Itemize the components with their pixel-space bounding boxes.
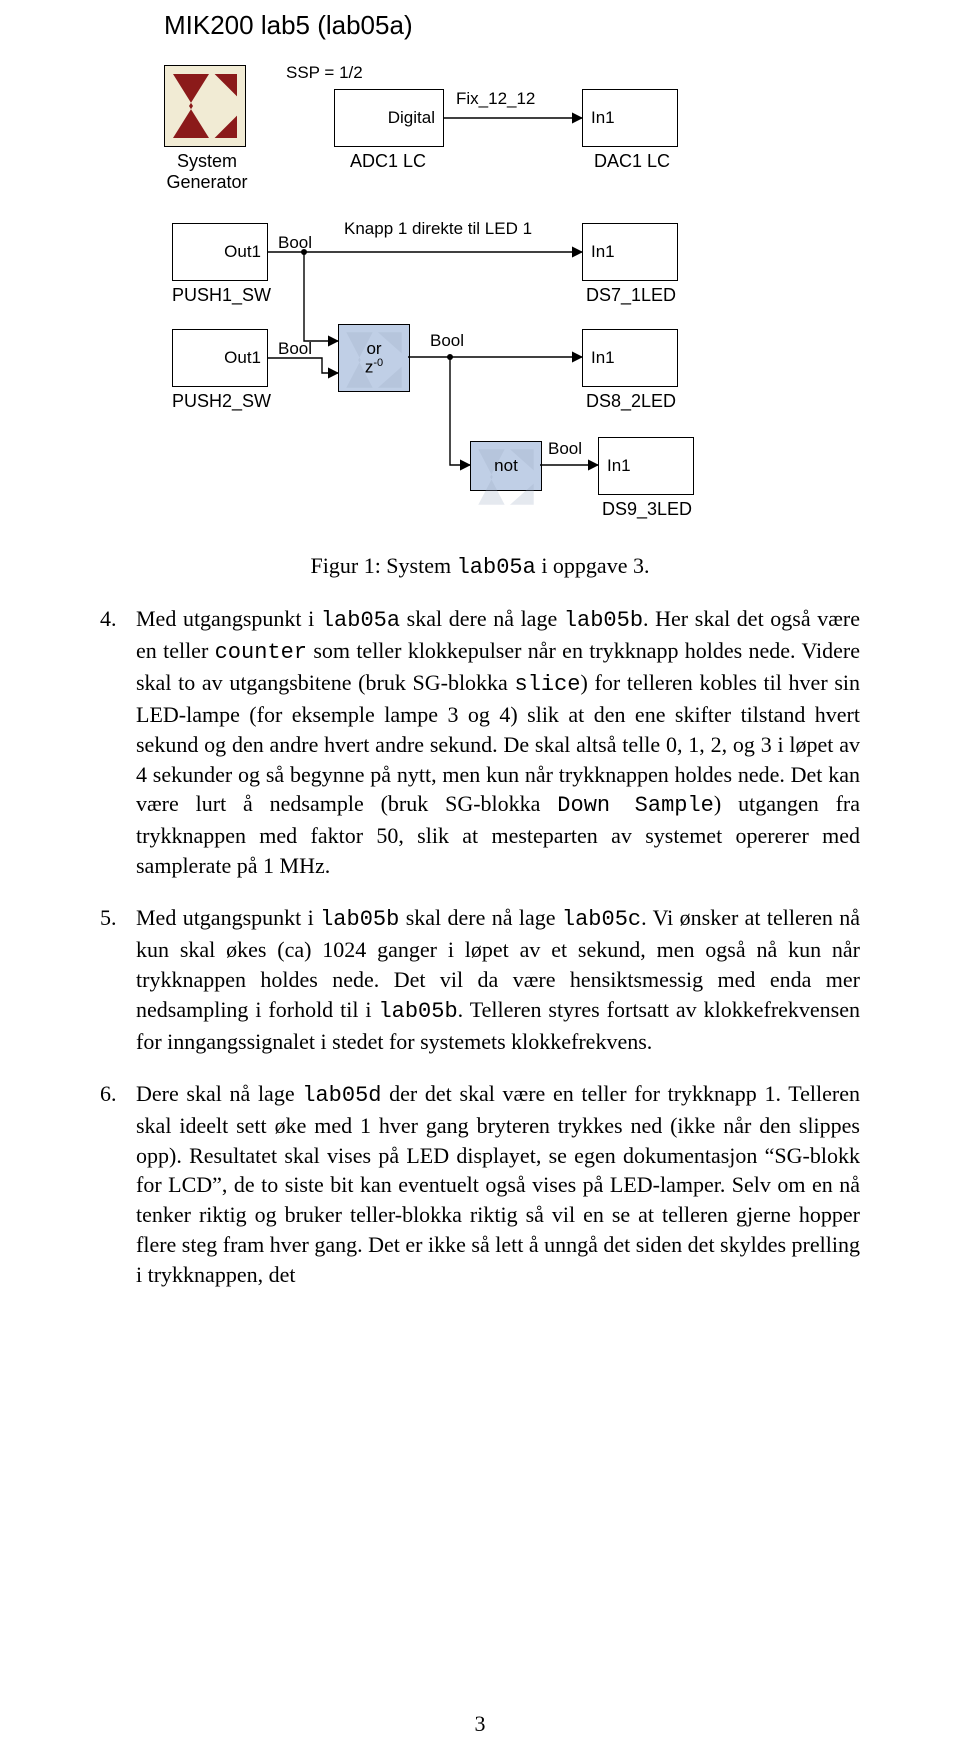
- xilinx-mini-icon: [473, 444, 539, 510]
- dac1-lc-label: DAC1 LC: [594, 151, 670, 172]
- code-span: counter: [215, 640, 307, 665]
- dac1-in1-port: In1: [591, 108, 615, 128]
- text-span: skal dere nå lage: [399, 905, 562, 930]
- code-span: lab05c: [562, 907, 641, 932]
- push2-sw-label: PUSH2_SW: [172, 391, 271, 412]
- system-generator-label: System Generator: [152, 151, 262, 192]
- text-span: skal dere nå lage: [400, 606, 564, 631]
- code-span: lab05b: [378, 999, 457, 1024]
- code-span: Down Sample: [557, 793, 714, 818]
- text-span: Dere skal nå lage: [136, 1081, 302, 1106]
- not-block: not: [470, 441, 542, 491]
- system-generator-block: [164, 65, 246, 147]
- ds7-1led-block: In1: [582, 223, 678, 281]
- page-number: 3: [0, 1711, 960, 1737]
- item-number: 6.: [100, 1079, 117, 1109]
- caption-suffix: i oppgave 3.: [536, 553, 650, 578]
- ssp-label: SSP = 1/2: [286, 63, 363, 83]
- push1-sw-block: Out1: [172, 223, 268, 281]
- item-number: 4.: [100, 604, 117, 634]
- code-span: slice: [515, 672, 581, 697]
- or-out-bool-label: Bool: [430, 331, 464, 351]
- text-span: Med utgangspunkt i: [136, 905, 320, 930]
- fix-12-12-label: Fix_12_12: [456, 89, 535, 109]
- knapp-label: Knapp 1 direkte til LED 1: [344, 219, 532, 239]
- xilinx-logo-icon: [165, 66, 245, 146]
- ds8-2led-label: DS8_2LED: [586, 391, 676, 412]
- or-label: or: [366, 339, 381, 358]
- push1-bool-label: Bool: [278, 233, 312, 253]
- adc1-lc-block: Digital: [334, 89, 444, 147]
- block-diagram: System Generator SSP = 1/2 Digital ADC1 …: [100, 47, 860, 547]
- push2-out1-port: Out1: [224, 348, 261, 368]
- item-number: 5.: [100, 903, 117, 933]
- ds9-3led-block: In1: [598, 437, 694, 495]
- ds7-in1-port: In1: [591, 242, 615, 262]
- z-exp-label: -0: [373, 357, 383, 369]
- code-span: lab05b: [320, 907, 399, 932]
- dac1-lc-block: In1: [582, 89, 678, 147]
- text-span: Med utgangspunkt i: [136, 606, 321, 631]
- ds9-3led-label: DS9_3LED: [602, 499, 692, 520]
- code-span: lab05a: [321, 608, 400, 633]
- list-item: 5. Med utgangspunkt i lab05b skal dere nå…: [100, 903, 860, 1057]
- code-span: lab05b: [564, 608, 643, 633]
- caption-code: lab05a: [457, 555, 536, 580]
- text-span: der det skal være en teller for trykknap…: [136, 1081, 860, 1287]
- push1-out1-port: Out1: [224, 242, 261, 262]
- figure-title: MIK200 lab5 (lab05a): [164, 10, 860, 41]
- list-item: 4. Med utgangspunkt i lab05a skal dere nå…: [100, 604, 860, 881]
- ds9-in1-port: In1: [607, 456, 631, 476]
- adc1-lc-label: ADC1 LC: [350, 151, 426, 172]
- push2-sw-block: Out1: [172, 329, 268, 387]
- caption-prefix: Figur 1: System: [311, 553, 457, 578]
- or-block: or z-0: [338, 324, 410, 392]
- numbered-list: 4. Med utgangspunkt i lab05a skal dere nå…: [100, 604, 860, 1290]
- ds8-2led-block: In1: [582, 329, 678, 387]
- code-span: lab05d: [302, 1083, 381, 1108]
- push1-sw-label: PUSH1_SW: [172, 285, 271, 306]
- list-item: 6. Dere skal nå lage lab05d der det skal …: [100, 1079, 860, 1290]
- ds8-in1-port: In1: [591, 348, 615, 368]
- figure-caption: Figur 1: System lab05a i oppgave 3.: [100, 553, 860, 580]
- adc1-digital-port: Digital: [388, 108, 435, 128]
- ds7-1led-label: DS7_1LED: [586, 285, 676, 306]
- not-label: not: [494, 456, 518, 476]
- push2-bool-label: Bool: [278, 339, 312, 359]
- not-out-bool-label: Bool: [548, 439, 582, 459]
